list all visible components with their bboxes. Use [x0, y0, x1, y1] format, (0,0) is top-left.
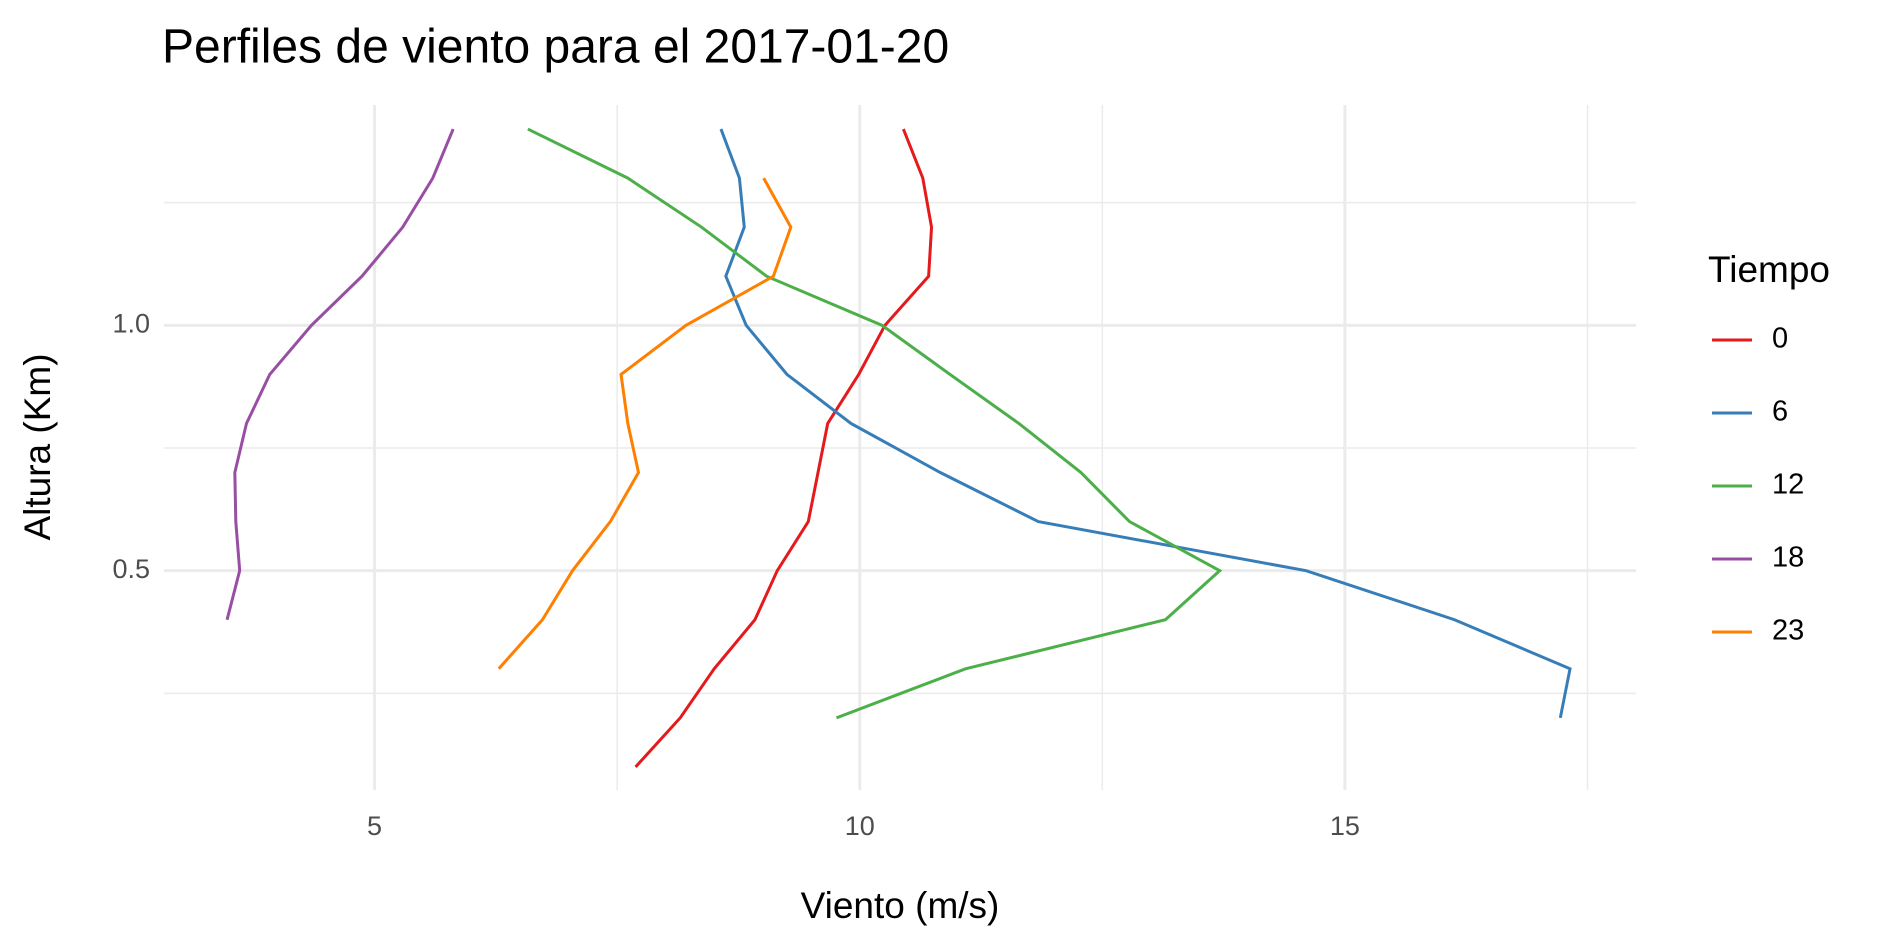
- x-tick-label: 15: [1330, 811, 1360, 841]
- legend-title: Tiempo: [1708, 249, 1830, 290]
- x-tick-label: 10: [845, 811, 875, 841]
- profile-line: [719, 128, 1572, 719]
- profile-line: [225, 128, 455, 621]
- y-tick-label: 0.5: [112, 554, 150, 584]
- x-axis-label: Viento (m/s): [801, 885, 1000, 926]
- legend-label: 0: [1772, 323, 1788, 355]
- profile-line: [497, 177, 793, 670]
- chart-title: Perfiles de viento para el 2017-01-20: [162, 21, 949, 74]
- legend-label: 12: [1772, 469, 1804, 501]
- profile-line: [634, 128, 934, 768]
- legend-label: 23: [1772, 615, 1804, 647]
- legend-label: 6: [1772, 396, 1788, 428]
- y-axis-label: Altura (Km): [17, 353, 58, 540]
- x-tick-label: 5: [367, 811, 382, 841]
- y-tick-label: 1.0: [112, 308, 150, 338]
- profile-line: [527, 127, 1223, 720]
- legend-label: 18: [1772, 542, 1804, 574]
